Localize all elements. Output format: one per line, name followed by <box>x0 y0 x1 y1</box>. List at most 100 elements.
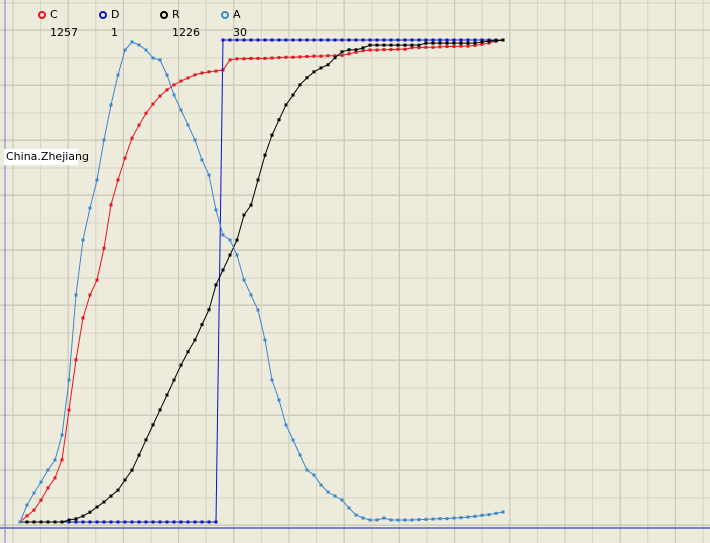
point <box>298 38 302 42</box>
point <box>452 41 456 45</box>
point <box>242 57 246 61</box>
point <box>431 41 435 45</box>
point <box>340 38 344 42</box>
point <box>172 378 176 382</box>
point <box>452 38 456 42</box>
point <box>39 480 43 484</box>
point <box>158 94 162 98</box>
point <box>417 43 421 47</box>
point <box>249 293 253 297</box>
point <box>375 43 379 47</box>
legend-value: 1257 <box>50 26 78 39</box>
point <box>298 453 302 457</box>
point <box>326 38 330 42</box>
point <box>158 520 162 524</box>
point <box>46 520 50 524</box>
point <box>501 510 505 514</box>
point <box>361 46 365 50</box>
point <box>25 520 29 524</box>
point <box>88 520 92 524</box>
point <box>417 518 421 522</box>
point <box>382 48 386 52</box>
point <box>270 56 274 60</box>
point <box>88 510 92 514</box>
point <box>235 38 239 42</box>
legend-label: R <box>172 8 180 21</box>
point <box>277 38 281 42</box>
point <box>18 520 22 524</box>
point <box>144 438 148 442</box>
point <box>193 520 197 524</box>
point <box>186 76 190 80</box>
point <box>410 38 414 42</box>
series-line <box>19 41 504 523</box>
point <box>81 520 85 524</box>
point <box>200 158 204 162</box>
point <box>263 153 267 157</box>
point <box>130 40 134 44</box>
point <box>32 520 36 524</box>
point <box>81 238 85 242</box>
legend-marker <box>99 11 107 19</box>
point <box>123 478 127 482</box>
point <box>95 178 99 182</box>
point <box>291 38 295 42</box>
point <box>270 38 274 42</box>
point <box>403 47 407 51</box>
series-line <box>19 39 504 523</box>
point <box>102 138 106 142</box>
point <box>67 408 71 412</box>
point <box>277 398 281 402</box>
point <box>284 55 288 59</box>
legend-value: 1 <box>111 26 118 39</box>
point <box>46 486 50 490</box>
point <box>459 41 463 45</box>
point <box>256 56 260 60</box>
point <box>466 515 470 519</box>
point <box>158 58 162 62</box>
point <box>116 178 120 182</box>
point <box>382 516 386 520</box>
point <box>298 83 302 87</box>
point <box>235 57 239 61</box>
point <box>375 48 379 52</box>
point <box>417 38 421 42</box>
point <box>263 338 267 342</box>
point <box>249 203 253 207</box>
point <box>375 518 379 522</box>
point <box>361 516 365 520</box>
point <box>67 518 71 522</box>
point <box>284 423 288 427</box>
point <box>256 178 260 182</box>
point <box>53 476 57 480</box>
point <box>207 70 211 74</box>
legend-label: D <box>111 8 119 21</box>
point <box>207 173 211 177</box>
point <box>249 38 253 42</box>
point <box>473 41 477 45</box>
point <box>60 433 64 437</box>
point <box>53 458 57 462</box>
point <box>116 73 120 77</box>
point <box>151 520 155 524</box>
point <box>312 473 316 477</box>
point <box>172 93 176 97</box>
point <box>95 505 99 509</box>
point <box>39 498 43 502</box>
point <box>179 79 183 83</box>
point <box>319 54 323 58</box>
point <box>95 278 99 282</box>
point <box>424 517 428 521</box>
point <box>81 316 85 320</box>
point <box>389 43 393 47</box>
point <box>424 38 428 42</box>
point <box>67 520 71 524</box>
point <box>354 38 358 42</box>
point <box>102 246 106 250</box>
point <box>144 48 148 52</box>
point <box>88 206 92 210</box>
point <box>60 458 64 462</box>
point <box>305 54 309 58</box>
point <box>25 514 29 518</box>
